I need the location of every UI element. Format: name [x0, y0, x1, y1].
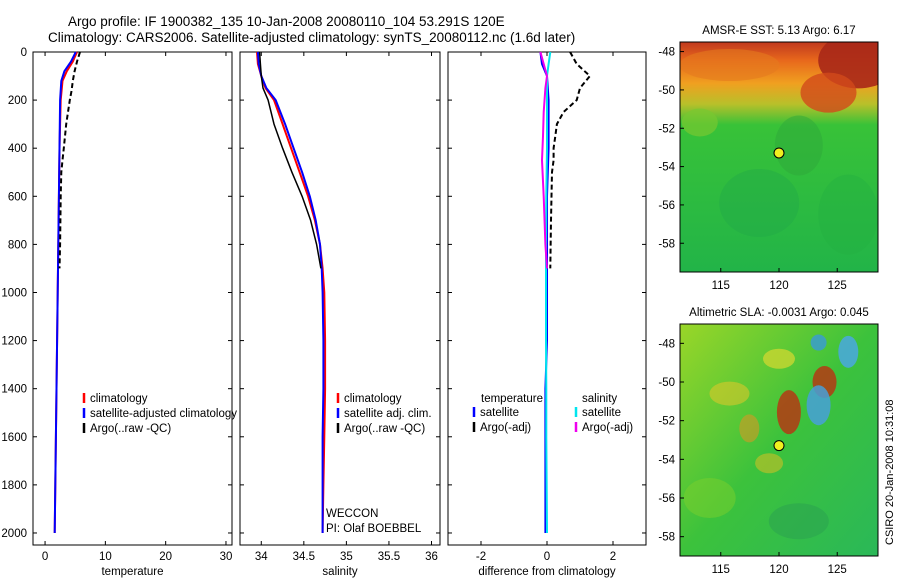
- series-line-0-1: [53, 51, 77, 534]
- x-tick-label: 0: [42, 551, 48, 563]
- x-tick-label: 35: [340, 551, 353, 563]
- annotation-pi: PI: Olaf BOEBBEL: [326, 523, 422, 535]
- profile-axes-1: 34 34.5 35 35.5 36 salinity: [239, 51, 441, 578]
- map-x-tick-label: 125: [828, 280, 847, 292]
- series-line-1-2: [258, 51, 322, 269]
- map-feature-7: [755, 453, 784, 474]
- map-feature-0: [776, 390, 801, 435]
- series-line-1-0: [256, 51, 327, 534]
- map-feature-8: [683, 478, 736, 518]
- map-y-tick-label: -56: [658, 493, 675, 505]
- legend-item-1-1-label: satellite adj. clim.: [344, 408, 432, 420]
- map-feature-6: [818, 174, 878, 255]
- map-y-tick-label: -48: [658, 47, 675, 59]
- map-field-4: [680, 324, 878, 556]
- map-y-tick-label: -56: [658, 200, 675, 212]
- y-tick-label: 1400: [1, 384, 27, 396]
- legend-item-0-1-label: satellite-adjusted climatology: [90, 408, 237, 420]
- legend-item-1-0-label: climatology: [344, 393, 402, 405]
- map-feature-6: [709, 381, 750, 406]
- plot-frame: [239, 51, 441, 546]
- y-tick-label: 1600: [1, 432, 27, 444]
- argo-location-marker-4: [773, 440, 785, 452]
- legend-diff-sal-argo-label: Argo(-adj): [582, 422, 633, 434]
- map-feature-4: [774, 115, 823, 176]
- x-tick-label: 34: [255, 551, 268, 563]
- map-feature-1: [800, 72, 857, 113]
- series-line-1-1: [256, 51, 325, 533]
- map-y-tick-label: -54: [658, 454, 675, 466]
- x-tick-label: 36: [425, 551, 438, 563]
- map-x-tick-label: 125: [828, 564, 847, 576]
- map-feature-5: [719, 169, 800, 237]
- argo-location-marker-3: [773, 147, 785, 159]
- annotation-weccon: WECCON: [326, 508, 378, 520]
- legend-item-0-0-label: climatology: [90, 393, 148, 405]
- x-tick-label: -2: [476, 551, 486, 563]
- y-tick-label: 1000: [1, 287, 27, 299]
- legend-item-0-2-label: Argo(..raw -QC): [90, 423, 171, 435]
- figure-title-line1: Argo profile: IF 1900382_135 10-Jan-2008…: [68, 14, 505, 29]
- y-tick-label: 2000: [1, 528, 27, 540]
- map-feature-4: [810, 334, 827, 351]
- map-title-3: AMSR-E SST: 5.13 Argo: 6.17: [702, 25, 855, 37]
- legend-diff-sal-sat-label: satellite: [582, 407, 621, 419]
- x-tick-label: 10: [99, 551, 112, 563]
- series-line-0-2: [58, 51, 81, 269]
- map-y-tick-label: -54: [658, 162, 675, 174]
- map-y-tick-label: -58: [658, 532, 675, 544]
- map-x-tick-label: 115: [712, 280, 730, 292]
- map-y-tick-label: -52: [658, 123, 675, 135]
- map-y-tick-label: -50: [658, 85, 675, 97]
- x-tick-label: 30: [220, 551, 233, 563]
- y-tick-label: 0: [21, 47, 27, 59]
- timestamp: CSIRO 20-Jan-2008 10:31:08: [884, 399, 896, 545]
- map-feature-3: [681, 108, 718, 137]
- x-tick-label: 35.5: [378, 551, 400, 563]
- x-axis-label: difference from climatology: [478, 566, 615, 578]
- map-y-tick-label: -50: [658, 377, 675, 389]
- map-feature-9: [768, 503, 829, 540]
- diff-series-line-3: [539, 51, 548, 269]
- x-axis-label: salinity: [322, 566, 357, 578]
- map-x-tick-label: 120: [769, 564, 788, 576]
- profile-axes-2: -2 0 2 difference from climatology: [447, 51, 647, 578]
- map-feature-2: [680, 49, 780, 81]
- figure-title-line2: Climatology: CARS2006. Satellite-adjuste…: [48, 30, 576, 45]
- x-axis-label: temperature: [101, 566, 163, 578]
- map-feature-2: [806, 385, 831, 426]
- y-tick-label: 600: [8, 191, 27, 203]
- x-tick-label: 2: [610, 551, 616, 563]
- map-y-tick-label: -48: [658, 338, 675, 350]
- profile-axes-0: 0 10 20 30 0 200 400 600 800 1000 1200 1400 1600 1800…: [1, 47, 233, 578]
- plot-frame: [32, 51, 233, 546]
- map-feature-5: [763, 348, 795, 369]
- map-y-tick-label: -58: [658, 238, 675, 250]
- x-tick-label: 20: [159, 551, 172, 563]
- map-feature-10: [739, 414, 760, 443]
- y-tick-label: 1800: [1, 480, 27, 492]
- map-field-3: [680, 42, 878, 272]
- x-tick-label: 0: [544, 551, 550, 563]
- y-tick-label: 400: [8, 143, 27, 155]
- y-tick-label: 1200: [1, 336, 27, 348]
- legend-heading-temperature: temperature: [481, 393, 543, 405]
- diff-series-line-1: [549, 51, 591, 269]
- map-x-tick-label: 120: [769, 280, 788, 292]
- map-title-4: Altimetric SLA: -0.0031 Argo: 0.045: [689, 307, 869, 319]
- map-y-tick-label: -52: [658, 416, 675, 428]
- legend-item-1-2-label: Argo(..raw -QC): [344, 423, 425, 435]
- map-feature-3: [838, 335, 859, 368]
- legend-heading-salinity: salinity: [582, 393, 617, 405]
- y-tick-label: 200: [8, 95, 27, 107]
- x-tick-label: 34.5: [293, 551, 315, 563]
- legend-diff-temp-sat-label: satellite: [480, 407, 519, 419]
- legend-diff-temp-argo-label: Argo(-adj): [480, 422, 531, 434]
- map-x-tick-label: 115: [712, 564, 730, 576]
- y-tick-label: 800: [8, 239, 27, 251]
